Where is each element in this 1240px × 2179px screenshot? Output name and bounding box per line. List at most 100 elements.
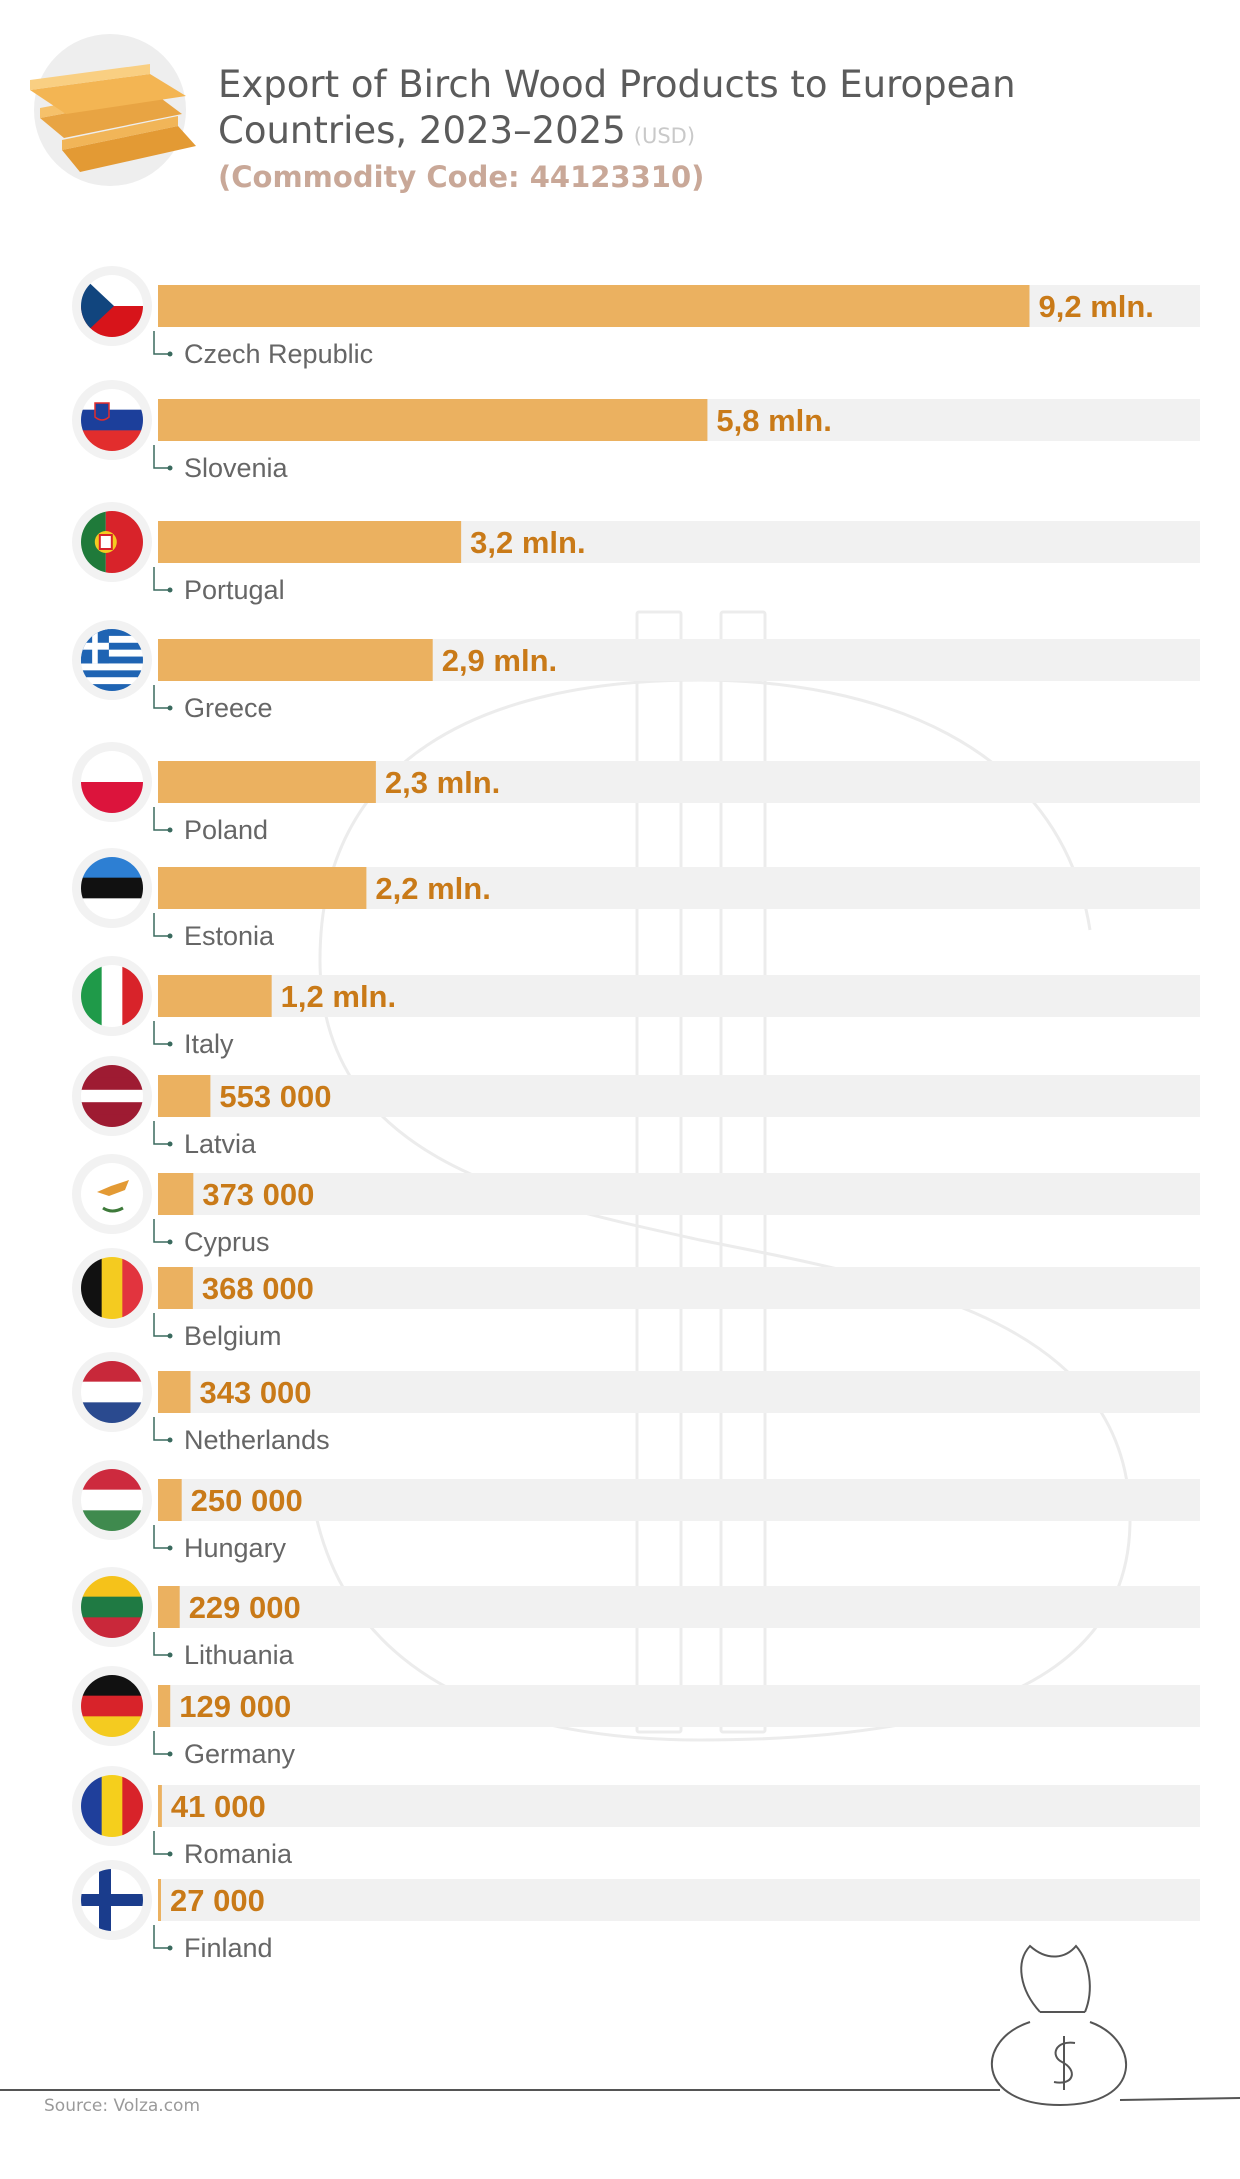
bar-italy bbox=[158, 975, 272, 1017]
bar-hungary bbox=[158, 1479, 182, 1521]
chart-title-text: Export of Birch Wood Products to Europea… bbox=[218, 63, 1016, 152]
value-label: 368 000 bbox=[202, 1271, 314, 1306]
country-label: Italy bbox=[184, 1029, 234, 1059]
bar-track bbox=[158, 1785, 1200, 1827]
country-label: Finland bbox=[184, 1933, 273, 1963]
connector-line bbox=[153, 1021, 168, 1045]
country-label: Germany bbox=[184, 1739, 296, 1769]
connector-line bbox=[153, 1219, 168, 1243]
value-label: 373 000 bbox=[202, 1177, 314, 1212]
value-label: 229 000 bbox=[189, 1590, 301, 1625]
value-label: 9,2 mln. bbox=[1038, 289, 1153, 324]
value-label: 553 000 bbox=[219, 1079, 331, 1114]
flag-greece-icon bbox=[72, 620, 152, 700]
bar-slovenia bbox=[158, 399, 708, 441]
bar-track bbox=[158, 1371, 1200, 1413]
value-label: 129 000 bbox=[179, 1689, 291, 1724]
flag-poland-icon bbox=[72, 742, 152, 822]
bar-track bbox=[158, 1267, 1200, 1309]
value-label: 41 000 bbox=[171, 1789, 266, 1824]
bar-romania bbox=[158, 1785, 162, 1827]
value-label: 2,3 mln. bbox=[385, 765, 500, 800]
connector-line bbox=[153, 1313, 168, 1337]
flag-italy-icon bbox=[72, 956, 152, 1036]
connector-dot bbox=[167, 351, 173, 357]
wood-planks-icon bbox=[30, 34, 196, 186]
bar-latvia bbox=[158, 1075, 211, 1117]
unit-label: (USD) bbox=[633, 124, 696, 148]
flag-cyprus-icon bbox=[72, 1154, 152, 1234]
bar-track bbox=[158, 975, 1200, 1017]
bar-czech-republic bbox=[158, 285, 1030, 327]
bar-track bbox=[158, 1586, 1200, 1628]
country-label: Czech Republic bbox=[184, 339, 373, 369]
bar-finland bbox=[158, 1879, 161, 1921]
flag-germany-icon bbox=[72, 1666, 152, 1746]
value-label: 27 000 bbox=[170, 1883, 265, 1918]
flag-latvia-icon bbox=[72, 1056, 152, 1136]
country-label: Belgium bbox=[184, 1321, 282, 1351]
connector-dot bbox=[167, 705, 173, 711]
connector-dot bbox=[167, 1041, 173, 1047]
bar-poland bbox=[158, 761, 376, 803]
country-label: Estonia bbox=[184, 921, 275, 951]
value-label: 1,2 mln. bbox=[281, 979, 396, 1014]
bar-belgium bbox=[158, 1267, 193, 1309]
connector-dot bbox=[167, 1545, 173, 1551]
connector-line bbox=[153, 567, 168, 591]
connector-dot bbox=[167, 827, 173, 833]
connector-dot bbox=[167, 1751, 173, 1757]
flag-belgium-icon bbox=[72, 1248, 152, 1328]
connector-line bbox=[153, 1731, 168, 1755]
bar-portugal bbox=[158, 521, 462, 563]
country-label: Poland bbox=[184, 815, 268, 845]
flag-czech-republic-icon bbox=[72, 266, 152, 346]
connector-line bbox=[153, 1121, 168, 1145]
connector-line bbox=[153, 685, 168, 709]
connector-dot bbox=[167, 465, 173, 471]
bar-cyprus bbox=[158, 1173, 194, 1215]
flag-lithuania-icon bbox=[72, 1567, 152, 1647]
commodity-code-subtitle: (Commodity Code: 44123310) bbox=[218, 160, 705, 194]
bar-track bbox=[158, 1173, 1200, 1215]
connector-dot bbox=[167, 1437, 173, 1443]
connector-line bbox=[153, 1417, 168, 1441]
connector-dot bbox=[167, 1333, 173, 1339]
country-label: Latvia bbox=[184, 1129, 257, 1159]
connector-line bbox=[153, 1632, 168, 1656]
value-label: 250 000 bbox=[191, 1483, 303, 1518]
bar-lithuania bbox=[158, 1586, 180, 1628]
bar-track bbox=[158, 1075, 1200, 1117]
connector-line bbox=[153, 445, 168, 469]
flag-estonia-icon bbox=[72, 848, 152, 928]
value-label: 5,8 mln. bbox=[716, 403, 831, 438]
connector-line bbox=[153, 807, 168, 831]
bar-track bbox=[158, 1685, 1200, 1727]
connector-dot bbox=[167, 933, 173, 939]
country-label: Netherlands bbox=[184, 1425, 330, 1455]
value-label: 3,2 mln. bbox=[470, 525, 585, 560]
flag-portugal-icon bbox=[72, 502, 152, 582]
connector-line bbox=[153, 1831, 168, 1855]
flag-finland-icon bbox=[72, 1860, 152, 1940]
country-label: Romania bbox=[184, 1839, 293, 1869]
country-label: Slovenia bbox=[184, 453, 289, 483]
country-label: Greece bbox=[184, 693, 273, 723]
bar-estonia bbox=[158, 867, 367, 909]
money-bag-icon bbox=[0, 1944, 1240, 2107]
bar-track bbox=[158, 1879, 1200, 1921]
flag-netherlands-icon bbox=[72, 1352, 152, 1432]
source-note: Source: Volza.com bbox=[44, 2096, 201, 2116]
flag-slovenia-icon bbox=[72, 380, 152, 460]
value-label: 2,9 mln. bbox=[442, 643, 557, 678]
country-label: Lithuania bbox=[184, 1640, 295, 1670]
flag-hungary-icon bbox=[72, 1460, 152, 1540]
connector-dot bbox=[167, 1239, 173, 1245]
bar-germany bbox=[158, 1685, 171, 1727]
value-label: 2,2 mln. bbox=[375, 871, 490, 906]
country-label: Portugal bbox=[184, 575, 285, 605]
connector-dot bbox=[167, 1652, 173, 1658]
connector-line bbox=[153, 1525, 168, 1549]
